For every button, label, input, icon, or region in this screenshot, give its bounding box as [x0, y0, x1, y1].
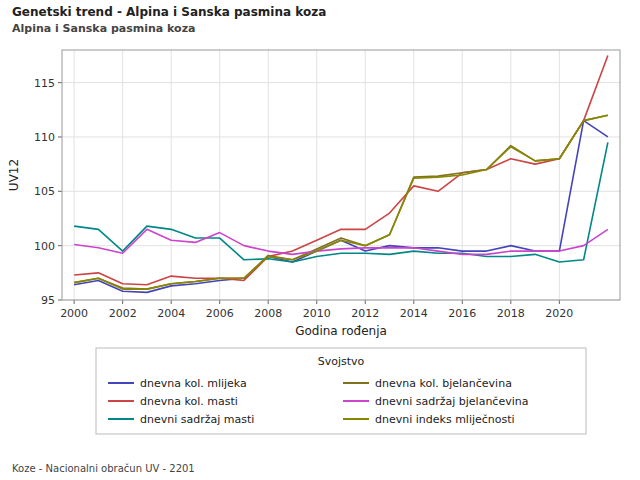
grid-line: [171, 50, 172, 300]
tick-label: 2018: [497, 307, 525, 320]
grid-line: [62, 82, 620, 83]
legend-label: dnevni sadržaj masti: [140, 413, 254, 426]
tick-mark: [413, 300, 414, 304]
tick-mark: [58, 82, 62, 83]
axes: 95 100 105 110 115 2000 2002 2004 2006 2008 2010 20…: [34, 50, 620, 320]
legend-swatch: [343, 400, 369, 402]
series-line: [74, 229, 608, 254]
tick-label: 100: [34, 240, 55, 253]
tick-mark: [559, 300, 560, 304]
grid-line: [316, 50, 317, 300]
legend-swatch: [108, 400, 134, 402]
tick-mark: [316, 300, 317, 304]
title: Genetski trend - Alpina i Sanska pasmina…: [12, 5, 326, 19]
tick-label: 95: [41, 294, 55, 307]
legend-swatch: [108, 418, 134, 420]
legend-label: dnevni sadržaj bjelančevina: [375, 395, 528, 408]
tick-label: 2014: [400, 307, 428, 320]
tick-label: 2000: [60, 307, 88, 320]
tick-label: 115: [34, 77, 55, 90]
tick-mark: [268, 300, 269, 304]
legend-title: Svojstvo: [318, 355, 365, 368]
tick-label: 2004: [157, 307, 185, 320]
legend-label: dnevna kol. masti: [140, 395, 238, 408]
series-line: [74, 55, 608, 284]
tick-mark: [510, 300, 511, 304]
grid-line: [62, 191, 620, 192]
legend: Svojstvo dnevna kol. mlijeka dnevna kol. m…: [96, 348, 586, 434]
legend-swatch: [343, 418, 369, 420]
grid-line: [74, 50, 75, 300]
tick-mark: [365, 300, 366, 304]
tick-mark: [58, 191, 62, 192]
tick-label: 105: [34, 185, 55, 198]
tick-label: 2002: [109, 307, 137, 320]
grid-line: [62, 245, 620, 246]
subtitle: Alpina i Sanska pasmina koza: [12, 22, 195, 35]
tick-mark: [171, 300, 172, 304]
series-line: [74, 142, 608, 262]
footnote: Koze - Nacionalni obračun UV - 2201: [12, 463, 195, 474]
tick-mark: [122, 300, 123, 304]
tick-mark: [462, 300, 463, 304]
grid-line: [365, 50, 366, 300]
tick-label: 2006: [206, 307, 234, 320]
tick-mark: [58, 136, 62, 137]
tick-label: 2016: [448, 307, 476, 320]
lines: [74, 55, 608, 292]
legend-swatch: [343, 382, 369, 384]
legend-label: dnevna kol. bjelančevina: [375, 377, 512, 390]
plot-frame: [62, 50, 620, 300]
series-line: [74, 121, 608, 293]
grid-line: [62, 136, 620, 137]
tick-label: 2020: [545, 307, 573, 320]
grid-line: [122, 50, 123, 300]
tick-label: 2010: [303, 307, 331, 320]
y-axis-label: UV12: [7, 159, 21, 191]
tick-mark: [74, 300, 75, 304]
grid-line: [268, 50, 269, 300]
tick-label: 2012: [351, 307, 379, 320]
tick-label: 2008: [254, 307, 282, 320]
tick-mark: [58, 300, 62, 301]
legend-box: [96, 348, 586, 434]
grid-line: [510, 50, 511, 300]
chart: Genetski trend - Alpina i Sanska pasmina…: [0, 0, 640, 480]
grid-line: [413, 50, 414, 300]
x-axis-label: Godina rođenja: [295, 324, 387, 338]
series-line: [74, 115, 608, 289]
legend-label: dnevni indeks mliječnosti: [375, 413, 515, 426]
tick-label: 110: [34, 131, 55, 144]
tick-mark: [219, 300, 220, 304]
legend-swatch: [108, 382, 134, 384]
grid-line: [219, 50, 220, 300]
grid: [62, 50, 620, 300]
legend-label: dnevna kol. mlijeka: [140, 377, 247, 390]
tick-mark: [58, 245, 62, 246]
series-line: [74, 115, 608, 289]
